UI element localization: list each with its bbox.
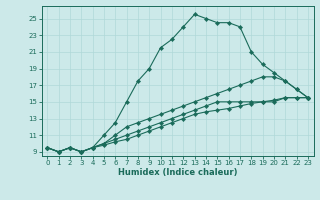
- X-axis label: Humidex (Indice chaleur): Humidex (Indice chaleur): [118, 168, 237, 177]
